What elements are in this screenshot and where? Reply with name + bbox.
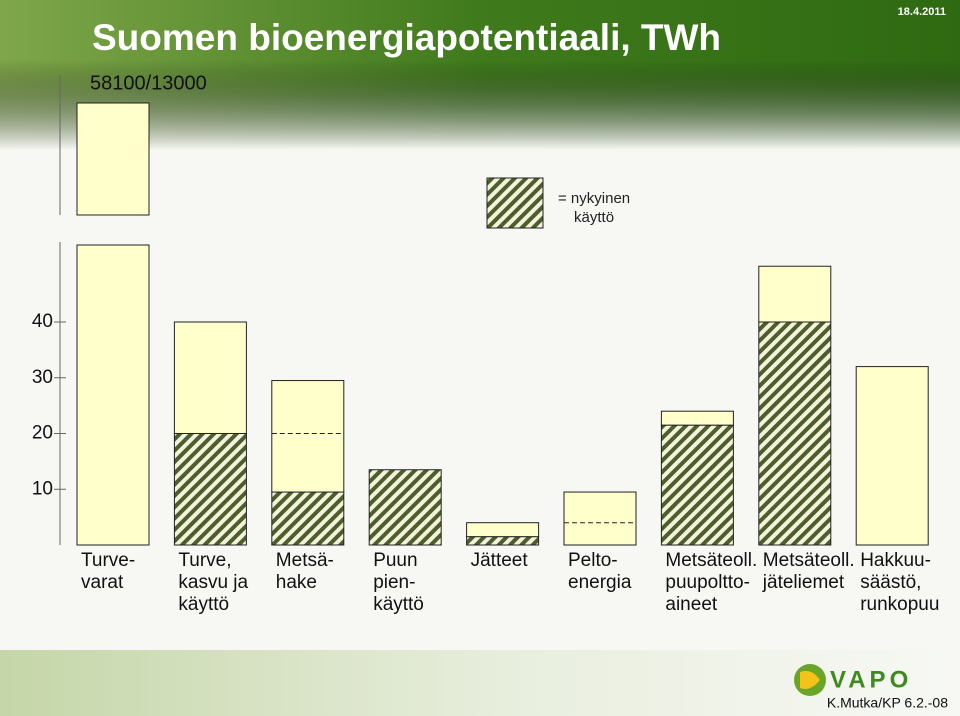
x-tick-label: Pelto- energia — [568, 550, 632, 593]
x-tick-label: Jätteet — [470, 550, 528, 571]
date: 18.4.2011 — [898, 6, 946, 18]
header-fade — [0, 60, 960, 150]
bar-segment — [368, 469, 442, 546]
bar-segment — [466, 536, 540, 546]
bar-segment — [758, 265, 832, 323]
bar-segment — [173, 321, 247, 434]
y-tick-label: 30 — [32, 367, 53, 388]
bar-segment — [660, 424, 734, 546]
bar-part — [76, 244, 150, 546]
x-tick-label: Metsäteoll. jäteliemet — [762, 550, 855, 593]
x-tick-label: Metsäteoll. puupoltto- aineet — [665, 550, 758, 615]
bar-segment — [466, 522, 540, 538]
x-tick-label: Hakkuu- säästö, runkopuu — [860, 550, 940, 615]
legend-swatch — [486, 177, 544, 229]
bar-broken — [76, 102, 150, 546]
logo-leaf — [800, 671, 820, 689]
bar-segment — [173, 433, 247, 546]
x-tick-label: Turve- varat — [81, 550, 136, 593]
y-tick-label: 20 — [32, 423, 53, 444]
title: Suomen bioenergiapotentiaali, TWh — [92, 17, 721, 58]
bar-segment — [855, 366, 929, 546]
footer: K.Mutka/KP 6.2.-08 — [827, 695, 948, 711]
bar-segment — [660, 410, 734, 426]
annotation: 58100/13000 — [90, 72, 207, 94]
x-tick-label: Puun pien- käyttö — [373, 550, 424, 615]
bar-part — [76, 102, 150, 216]
bar-segment — [271, 491, 345, 546]
bar-segment — [563, 491, 637, 546]
bar-segment — [271, 380, 345, 493]
logo: VAPO — [830, 666, 912, 693]
bar-segment — [758, 321, 832, 546]
x-tick-label: Metsä- hake — [275, 550, 334, 593]
x-tick-label: Turve, kasvu ja käyttö — [178, 550, 249, 615]
legend-label: = nykyinen käyttö — [558, 190, 631, 226]
y-tick-label: 40 — [32, 311, 53, 332]
y-tick-label: 10 — [32, 478, 53, 499]
